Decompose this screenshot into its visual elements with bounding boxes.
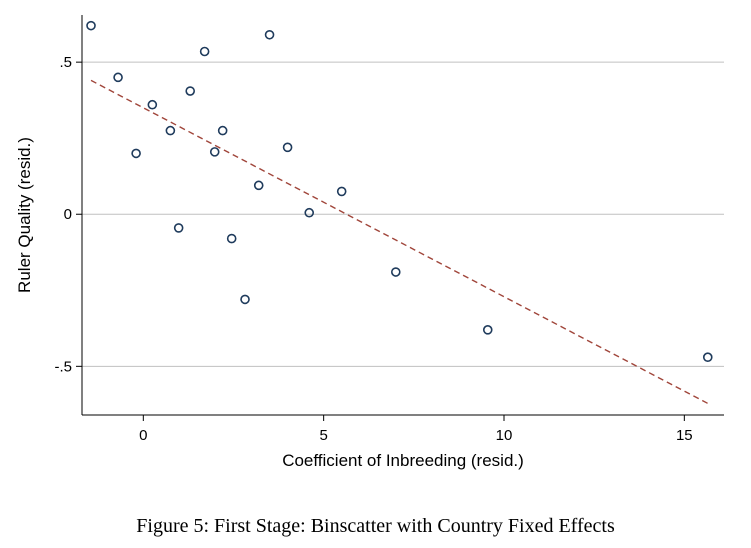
axes: .5 0 -.5 0 5 10 15 — [54, 15, 724, 444]
scatter-point — [336, 186, 347, 197]
scatter-points — [86, 20, 713, 363]
scatter-point — [702, 352, 713, 363]
scatter-point — [217, 125, 228, 136]
scatter-point — [482, 325, 493, 335]
scatter-point — [173, 223, 184, 233]
y-tick-label: 0 — [64, 206, 72, 223]
gridlines — [82, 61, 724, 367]
x-tick-label: 15 — [676, 427, 693, 444]
fit-line — [90, 79, 710, 405]
scatter-point — [253, 180, 264, 191]
scatter-point — [131, 148, 141, 159]
y-tick-label: -.5 — [54, 358, 72, 375]
scatter-point — [304, 207, 315, 218]
scatter-point — [264, 29, 275, 40]
y-tick-label: .5 — [59, 54, 72, 71]
scatter-point — [282, 142, 293, 153]
x-tick-label: 0 — [139, 427, 147, 444]
scatter-point — [240, 294, 250, 305]
scatter-point — [390, 267, 401, 277]
scatter-point — [113, 72, 123, 83]
scatter-point — [165, 125, 176, 136]
x-tick-label: 5 — [319, 427, 327, 444]
scatter-point — [199, 46, 210, 57]
scatter-point — [86, 20, 96, 31]
fit-line-group — [90, 79, 710, 405]
x-tick-label: 10 — [496, 427, 513, 444]
scatter-point — [209, 147, 220, 157]
x-axis-label: Coefficient of Inbreeding (resid.) — [282, 451, 524, 470]
figure-caption: Figure 5: First Stage: Binscatter with C… — [136, 515, 615, 537]
scatter-point — [185, 86, 196, 96]
scatter-point — [147, 99, 158, 110]
scatter-point — [226, 233, 237, 244]
y-axis-label: Ruler Quality (resid.) — [15, 137, 34, 293]
